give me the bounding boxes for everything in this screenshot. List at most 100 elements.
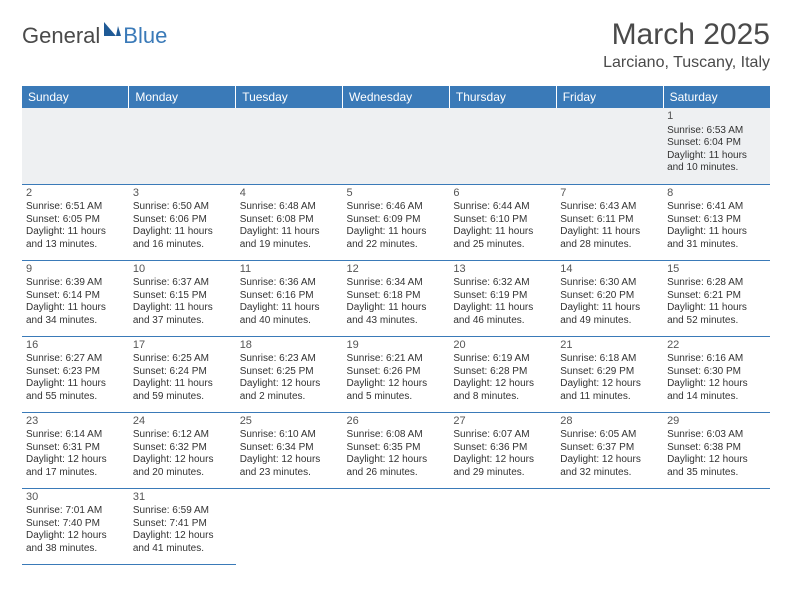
calendar-cell: 2Sunrise: 6:51 AMSunset: 6:05 PMDaylight… (22, 184, 129, 260)
calendar-cell: 19Sunrise: 6:21 AMSunset: 6:26 PMDayligh… (343, 336, 450, 412)
weekday-header: Wednesday (343, 86, 450, 108)
daylight-text: Daylight: 11 hours (560, 302, 659, 315)
sunset-text: Sunset: 6:09 PM (347, 214, 446, 227)
day-number: 17 (133, 339, 232, 353)
weekday-header: Saturday (663, 86, 770, 108)
daylight-text: and 25 minutes. (453, 239, 552, 252)
calendar-cell (343, 488, 450, 564)
daylight-text: and 46 minutes. (453, 315, 552, 328)
calendar-cell: 1Sunrise: 6:53 AMSunset: 6:04 PMDaylight… (663, 108, 770, 184)
calendar-cell: 29Sunrise: 6:03 AMSunset: 6:38 PMDayligh… (663, 412, 770, 488)
sunrise-text: Sunrise: 6:41 AM (667, 201, 766, 214)
calendar-cell: 15Sunrise: 6:28 AMSunset: 6:21 PMDayligh… (663, 260, 770, 336)
daylight-text: and 16 minutes. (133, 239, 232, 252)
calendar-cell (236, 108, 343, 184)
sunrise-text: Sunrise: 6:34 AM (347, 277, 446, 290)
calendar-cell: 28Sunrise: 6:05 AMSunset: 6:37 PMDayligh… (556, 412, 663, 488)
daylight-text: and 41 minutes. (133, 543, 232, 556)
day-number: 23 (26, 415, 125, 429)
sunrise-text: Sunrise: 6:37 AM (133, 277, 232, 290)
day-number: 14 (560, 263, 659, 277)
daylight-text: Daylight: 12 hours (240, 378, 339, 391)
weekday-header: Friday (556, 86, 663, 108)
logo-text-general: General (22, 23, 100, 49)
calendar-row: 16Sunrise: 6:27 AMSunset: 6:23 PMDayligh… (22, 336, 770, 412)
sunset-text: Sunset: 6:38 PM (667, 442, 766, 455)
day-number: 20 (453, 339, 552, 353)
daylight-text: and 49 minutes. (560, 315, 659, 328)
daylight-text: and 35 minutes. (667, 467, 766, 480)
daylight-text: Daylight: 11 hours (133, 378, 232, 391)
logo: General Blue (22, 18, 167, 54)
calendar-cell: 8Sunrise: 6:41 AMSunset: 6:13 PMDaylight… (663, 184, 770, 260)
calendar-cell: 11Sunrise: 6:36 AMSunset: 6:16 PMDayligh… (236, 260, 343, 336)
sunrise-text: Sunrise: 6:18 AM (560, 353, 659, 366)
title-block: March 2025 Larciano, Tuscany, Italy (603, 18, 770, 72)
day-number: 31 (133, 491, 232, 505)
sunrise-text: Sunrise: 6:50 AM (133, 201, 232, 214)
sunset-text: Sunset: 6:26 PM (347, 366, 446, 379)
sunset-text: Sunset: 6:18 PM (347, 290, 446, 303)
day-number: 11 (240, 263, 339, 277)
daylight-text: and 28 minutes. (560, 239, 659, 252)
calendar-cell: 25Sunrise: 6:10 AMSunset: 6:34 PMDayligh… (236, 412, 343, 488)
logo-text-blue: Blue (123, 23, 167, 49)
sunrise-text: Sunrise: 6:10 AM (240, 429, 339, 442)
sunrise-text: Sunrise: 6:19 AM (453, 353, 552, 366)
sail-icon (102, 18, 122, 44)
daylight-text: Daylight: 12 hours (347, 454, 446, 467)
calendar-cell (556, 488, 663, 564)
calendar-cell (129, 108, 236, 184)
calendar-cell (236, 488, 343, 564)
daylight-text: and 26 minutes. (347, 467, 446, 480)
sunset-text: Sunset: 6:20 PM (560, 290, 659, 303)
sunset-text: Sunset: 6:08 PM (240, 214, 339, 227)
daylight-text: and 8 minutes. (453, 391, 552, 404)
calendar-cell: 30Sunrise: 7:01 AMSunset: 7:40 PMDayligh… (22, 488, 129, 564)
day-number: 24 (133, 415, 232, 429)
sunrise-text: Sunrise: 6:21 AM (347, 353, 446, 366)
daylight-text: and 29 minutes. (453, 467, 552, 480)
calendar-cell: 14Sunrise: 6:30 AMSunset: 6:20 PMDayligh… (556, 260, 663, 336)
sunrise-text: Sunrise: 6:46 AM (347, 201, 446, 214)
daylight-text: Daylight: 11 hours (133, 302, 232, 315)
calendar-row: 1Sunrise: 6:53 AMSunset: 6:04 PMDaylight… (22, 108, 770, 184)
daylight-text: Daylight: 12 hours (26, 454, 125, 467)
daylight-text: Daylight: 11 hours (347, 226, 446, 239)
sunset-text: Sunset: 6:30 PM (667, 366, 766, 379)
day-number: 1 (667, 110, 766, 124)
day-number: 16 (26, 339, 125, 353)
calendar-cell: 22Sunrise: 6:16 AMSunset: 6:30 PMDayligh… (663, 336, 770, 412)
sunset-text: Sunset: 6:35 PM (347, 442, 446, 455)
daylight-text: and 55 minutes. (26, 391, 125, 404)
weekday-header: Monday (129, 86, 236, 108)
sunrise-text: Sunrise: 6:23 AM (240, 353, 339, 366)
calendar-cell: 7Sunrise: 6:43 AMSunset: 6:11 PMDaylight… (556, 184, 663, 260)
sunset-text: Sunset: 6:10 PM (453, 214, 552, 227)
location-subtitle: Larciano, Tuscany, Italy (603, 54, 770, 72)
sunrise-text: Sunrise: 6:43 AM (560, 201, 659, 214)
calendar-row: 2Sunrise: 6:51 AMSunset: 6:05 PMDaylight… (22, 184, 770, 260)
sunrise-text: Sunrise: 7:01 AM (26, 505, 125, 518)
sunset-text: Sunset: 6:05 PM (26, 214, 125, 227)
sunrise-text: Sunrise: 6:51 AM (26, 201, 125, 214)
page-title: March 2025 (603, 18, 770, 52)
day-number: 27 (453, 415, 552, 429)
calendar-cell (663, 488, 770, 564)
daylight-text: and 10 minutes. (667, 162, 766, 175)
day-number: 6 (453, 187, 552, 201)
sunset-text: Sunset: 6:29 PM (560, 366, 659, 379)
calendar-cell: 27Sunrise: 6:07 AMSunset: 6:36 PMDayligh… (449, 412, 556, 488)
daylight-text: and 38 minutes. (26, 543, 125, 556)
daylight-text: Daylight: 11 hours (667, 150, 766, 163)
sunset-text: Sunset: 6:23 PM (26, 366, 125, 379)
day-number: 28 (560, 415, 659, 429)
day-number: 3 (133, 187, 232, 201)
sunset-text: Sunset: 6:37 PM (560, 442, 659, 455)
calendar-cell (556, 108, 663, 184)
sunrise-text: Sunrise: 6:08 AM (347, 429, 446, 442)
sunset-text: Sunset: 6:14 PM (26, 290, 125, 303)
calendar-cell: 20Sunrise: 6:19 AMSunset: 6:28 PMDayligh… (449, 336, 556, 412)
daylight-text: Daylight: 11 hours (667, 302, 766, 315)
sunrise-text: Sunrise: 6:28 AM (667, 277, 766, 290)
